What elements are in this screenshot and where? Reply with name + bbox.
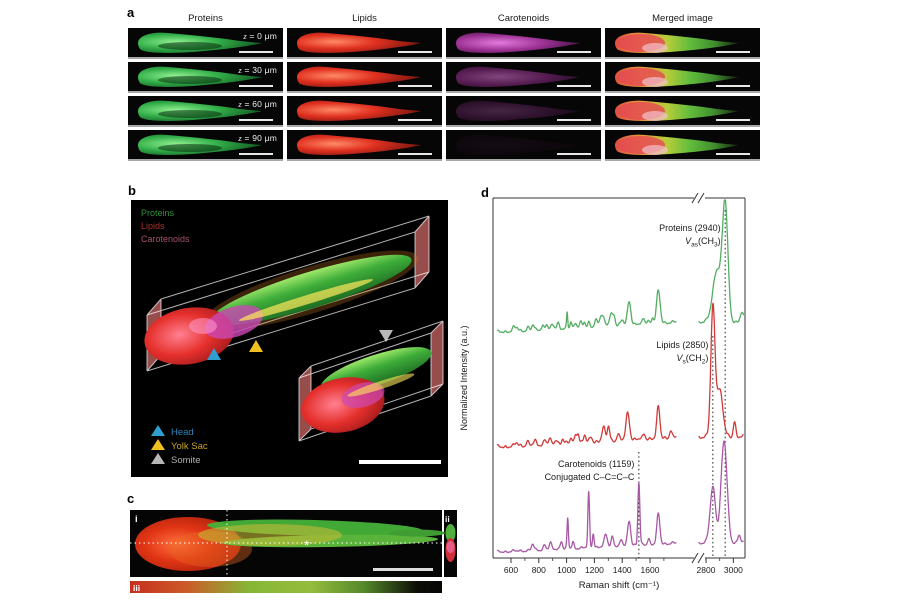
asterisk-marker: * <box>304 537 310 553</box>
yolksac-marker-icon <box>249 340 263 352</box>
scale-bar <box>716 50 750 53</box>
legend-somite-icon <box>151 453 165 464</box>
z-depth-label: z = 60 μm <box>238 99 277 109</box>
column-header-lipids: Lipids <box>352 13 377 24</box>
volume-render-image: Proteins Lipids Carotenoids Head Yolk Sa… <box>131 200 448 477</box>
sub-label-ii: ii <box>445 514 450 524</box>
legend-yolksac-label: Yolk Sac <box>171 441 208 452</box>
scale-bar <box>716 118 750 121</box>
section-ii-green <box>445 524 456 542</box>
image-carotenoids-z30 <box>446 62 601 93</box>
image-carotenoids-z0 <box>446 28 601 59</box>
z-depth-label: z = 30 μm <box>238 65 277 75</box>
annotation-3-line2: Conjugated C–C=C–C <box>545 472 635 482</box>
image-merged-z30 <box>605 62 760 93</box>
panel-d-label: d <box>481 185 489 200</box>
legend-somite-label: Somite <box>171 455 201 466</box>
annotation-3-line1: Carotenoids (1159) <box>558 459 634 469</box>
annotation-2-line2: Vs(CH2) <box>676 353 708 366</box>
image-carotenoids-z90 <box>446 130 601 161</box>
head-marker-icon <box>207 348 221 360</box>
scale-bar <box>398 118 432 121</box>
x-tick-label: 800 <box>532 565 546 575</box>
x-tick-label: 1200 <box>585 565 604 575</box>
slab-end-cap-right <box>415 216 429 288</box>
spectrum-lipids <box>496 302 744 449</box>
chart-frame <box>492 197 746 559</box>
z-depth-label: z = 90 μm <box>238 133 277 143</box>
image-merged-z90 <box>605 130 760 161</box>
x-tick-label: 1600 <box>641 565 660 575</box>
fish-carotenoids-patch <box>204 305 264 339</box>
scale-bar <box>239 152 273 155</box>
x-tick-label: 3000 <box>724 565 743 575</box>
section-iii-image <box>130 581 442 593</box>
x-tick-label: 2800 <box>697 565 716 575</box>
column-header-carotenoids: Carotenoids <box>497 13 550 24</box>
scale-bar <box>239 84 273 87</box>
channel-legend-lipids: Lipids <box>141 221 165 231</box>
x-axis-label: Raman shift (cm⁻¹) <box>579 580 660 591</box>
image-proteins-z60: z = 60 μm <box>128 96 283 127</box>
sub-label-i: i <box>135 514 138 525</box>
column-header-proteins: Proteins <box>188 13 223 24</box>
column-header-merged: Merged image <box>652 13 713 24</box>
image-proteins-z0: z = 0 μm <box>128 28 283 59</box>
raman-spectra-chart: 600 800 1000 1200 1400 1600 2800 3000 Raman shif… <box>459 192 746 591</box>
legend-yolksac-icon <box>151 439 165 450</box>
scale-bar <box>239 118 273 121</box>
scale-bar <box>398 50 432 53</box>
panel-b-label: b <box>128 183 136 198</box>
spectrum-carotenoids <box>496 440 744 554</box>
legend-head-label: Head <box>171 427 194 438</box>
scale-bar <box>373 568 433 571</box>
scale-bar <box>359 460 441 464</box>
scale-bar <box>398 84 432 87</box>
fish-highlight <box>189 318 217 334</box>
image-carotenoids-z60 <box>446 96 601 127</box>
image-proteins-z30: z = 30 μm <box>128 62 283 93</box>
image-lipids-z30 <box>287 62 442 93</box>
panel-a-label: a <box>127 5 135 20</box>
section-i-tail <box>389 529 445 537</box>
scale-bar <box>557 118 591 121</box>
x-tick-label: 600 <box>504 565 518 575</box>
fish-proteins-body <box>210 254 412 326</box>
scale-bar <box>557 152 591 155</box>
x-tick-label: 1400 <box>613 565 632 575</box>
annotation-1-line2: Vas(CH3) <box>685 236 721 249</box>
image-proteins-z90: z = 90 μm <box>128 130 283 161</box>
inset-fish-yellow-streak <box>347 373 415 397</box>
scale-bar <box>557 84 591 87</box>
image-lipids-z0 <box>287 28 442 59</box>
scale-bar <box>557 50 591 53</box>
axis-break-icon <box>691 192 705 564</box>
inset-end-cap-right <box>431 321 443 396</box>
channel-legend-proteins: Proteins <box>141 208 175 218</box>
z-depth-label: z = 0 μm <box>243 31 277 41</box>
somite-marker-icon <box>379 330 393 342</box>
image-lipids-z90 <box>287 130 442 161</box>
legend-head-icon <box>151 425 165 436</box>
section-i-yellow-band <box>198 524 342 546</box>
spectrum-proteins <box>496 199 745 334</box>
y-axis-label: Normalized Intensity (a.u.) <box>459 325 469 430</box>
section-ii-pink <box>446 541 455 553</box>
fish-yellow-streak <box>239 279 373 321</box>
sub-label-iii: iii <box>133 583 140 593</box>
scale-bar <box>239 50 273 53</box>
orthogonal-sections-image: * i ii iii <box>130 510 457 593</box>
image-merged-z0 <box>605 28 760 59</box>
channel-legend-carotenoids: Carotenoids <box>141 234 190 244</box>
scale-bar <box>716 152 750 155</box>
annotation-2-line1: Lipids (2850) <box>656 340 708 350</box>
panel-c-label: c <box>127 491 135 506</box>
scale-bar <box>716 84 750 87</box>
x-tick-label: 1000 <box>557 565 576 575</box>
image-lipids-z60 <box>287 96 442 127</box>
image-merged-z60 <box>605 96 760 127</box>
annotation-1-line1: Proteins (2940) <box>659 223 721 233</box>
scale-bar <box>398 152 432 155</box>
